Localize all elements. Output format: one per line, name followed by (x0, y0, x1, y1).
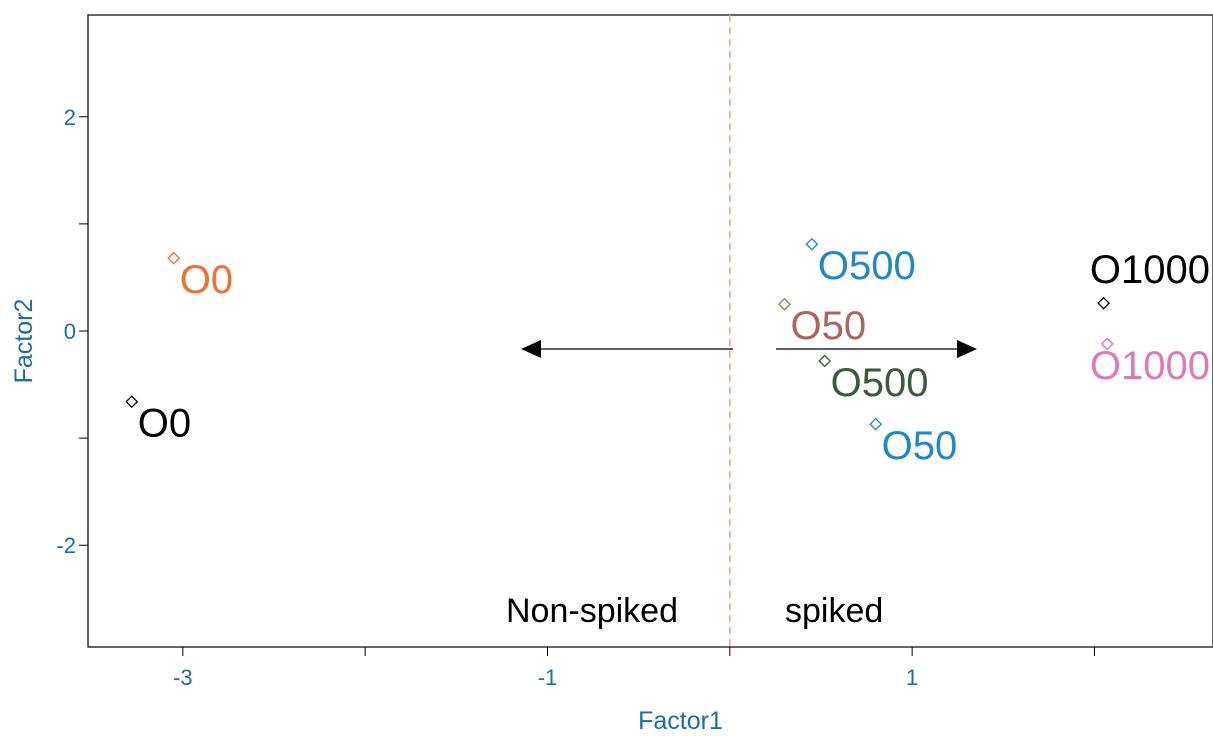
point-marker (125, 395, 139, 409)
x-tick-label: -3 (173, 665, 193, 690)
point-marker (778, 297, 791, 311)
point-label: O500 (818, 244, 916, 288)
point-label: O500 (831, 361, 929, 405)
y-tick-label: -2 (56, 533, 76, 558)
x-axis: -3 -1 1 (173, 647, 1095, 690)
spiked-label: spiked (785, 592, 883, 630)
point-label: O50 (882, 424, 958, 468)
x-tick-label: 1 (906, 665, 918, 690)
data-points: O0 O0 O500 O50 O500 O50 O1000 O1000 (125, 237, 1210, 468)
y-tick-label: 2 (64, 105, 76, 130)
left-arrow-head (521, 340, 541, 358)
point-label: O1000 (1090, 248, 1210, 292)
point-label: O50 (791, 304, 867, 348)
point-label: O0 (180, 258, 233, 302)
point-marker (818, 354, 832, 368)
point-marker (1097, 296, 1111, 310)
point-label: O1000 (1090, 344, 1210, 388)
point-marker (805, 237, 819, 251)
point-marker (167, 251, 181, 265)
direction-arrows (521, 340, 977, 358)
x-axis-title: Factor1 (638, 707, 723, 735)
point-label: O0 (138, 402, 191, 446)
x-tick-label: -1 (538, 665, 558, 690)
non-spiked-label: Non-spiked (506, 592, 678, 630)
right-arrow-head (957, 340, 977, 358)
y-tick-label: 0 (64, 319, 76, 344)
y-axis: -2 0 2 (56, 105, 88, 558)
point-marker (1100, 337, 1114, 351)
plot-frame (87, 14, 1213, 648)
point-marker (869, 417, 883, 431)
y-axis-title: Factor2 (10, 299, 38, 384)
